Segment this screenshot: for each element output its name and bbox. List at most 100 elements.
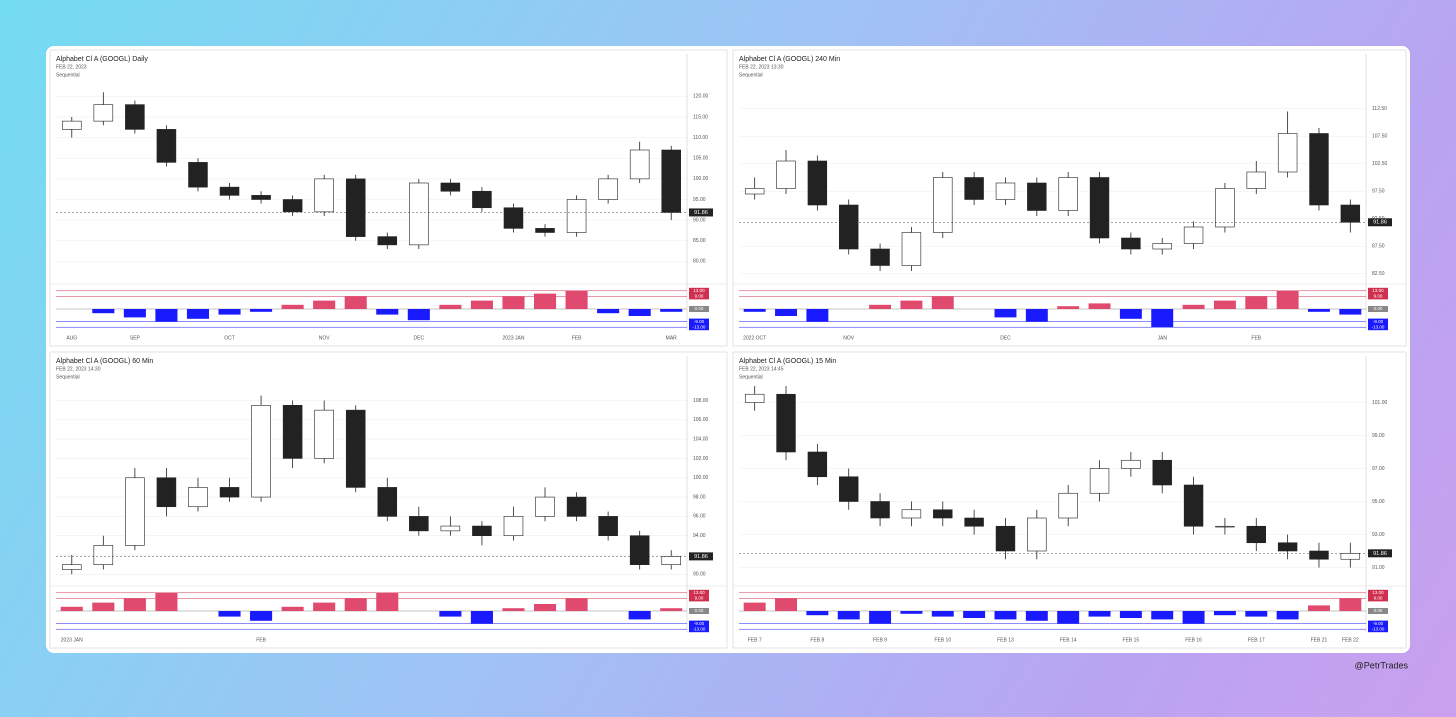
last-price-box (1368, 218, 1392, 227)
candle-body (440, 525, 461, 532)
chart-date: FEB 22, 2023 14:30 (56, 366, 101, 372)
indicator-tick-box (1368, 287, 1388, 294)
candle-body (566, 496, 587, 517)
candle-body (1152, 243, 1172, 250)
indicator-bar (1088, 303, 1111, 309)
candle-body (964, 517, 984, 527)
watermark: @PetrTrades (1355, 660, 1409, 670)
chart-date: FEB 22, 2023 (56, 64, 87, 70)
y-tick-label: 97.50 (1372, 189, 1385, 195)
x-tick-label: FEB (1251, 335, 1261, 341)
indicator-bar (407, 309, 430, 321)
indicator-bar (1119, 611, 1142, 618)
indicator-bar (900, 300, 923, 309)
candle-body (1183, 226, 1204, 244)
indicator-bar (186, 309, 210, 319)
indicator-bar (628, 309, 651, 316)
indicator-bar (1025, 611, 1048, 621)
indicator-bar (931, 611, 954, 617)
y-tick-label: 97.00 (1372, 466, 1385, 472)
indicator-bar (775, 598, 797, 611)
indicator-tick-box (689, 595, 709, 602)
indicator-bar (250, 611, 273, 621)
candle-body (409, 182, 429, 246)
indicator-bar (1213, 300, 1236, 309)
candle-body (377, 487, 398, 517)
candle-body (629, 149, 650, 180)
indicator-bar (1339, 309, 1362, 315)
indicator-tick-label: -9.00 (1373, 621, 1384, 626)
candle-body (598, 516, 618, 537)
indicator-bar (344, 598, 367, 611)
candle-body (251, 195, 271, 200)
indicator-bar (1276, 611, 1299, 620)
candle-body (776, 393, 796, 453)
candle-body (1277, 542, 1298, 552)
last-price-label: 91.86 (694, 554, 708, 560)
y-tick-label: 91.00 (1372, 565, 1385, 571)
x-tick-label: NOV (843, 335, 855, 341)
indicator-tick-box (689, 608, 709, 614)
indicator-tick-box (1368, 318, 1388, 325)
indicator-bar (1276, 290, 1299, 309)
indicator-bar (628, 611, 651, 620)
candle-body (870, 248, 890, 266)
y-tick-label: 108.00 (693, 398, 709, 404)
y-tick-label: 90.00 (693, 572, 706, 578)
indicator-tick-box (689, 318, 709, 325)
candle-body (776, 160, 796, 189)
y-tick-label: 106.00 (693, 417, 709, 423)
x-tick-label: AUG (66, 335, 77, 341)
x-tick-label: 2022 OCT (743, 335, 766, 341)
indicator-bar (313, 300, 336, 309)
indicator-bar (1025, 309, 1048, 322)
x-tick-label: FEB 9 (873, 637, 887, 643)
x-tick-label: FEB 22 (1342, 637, 1359, 643)
candle-body (156, 129, 177, 163)
indicator-bar (1182, 304, 1205, 309)
indicator-bar (376, 309, 399, 315)
y-tick-label: 107.50 (1372, 134, 1388, 140)
x-tick-label: FEB 10 (934, 637, 951, 643)
candle-body (62, 120, 82, 130)
candle-body (1277, 133, 1298, 173)
indicator-tick-label: 9.00 (1374, 596, 1383, 601)
candle-body (1121, 237, 1141, 250)
x-tick-label: DEC (414, 335, 425, 341)
indicator-bar (376, 592, 399, 611)
candle-body (93, 545, 114, 565)
y-tick-label: 94.00 (693, 533, 706, 539)
indicator-bar (1151, 611, 1174, 620)
candle-body (93, 104, 114, 122)
y-tick-label: 115.00 (693, 114, 708, 120)
indicator-tick-label: -13.00 (1372, 324, 1385, 329)
candle-body (839, 204, 859, 250)
indicator-tick-label: 13.00 (1372, 288, 1384, 293)
candle-body (314, 409, 334, 459)
indicator-bar (502, 608, 525, 611)
last-price-box (689, 208, 713, 217)
indicator-tick-box (1368, 589, 1388, 596)
indicator-bar (565, 598, 588, 611)
candle-body (1215, 188, 1235, 228)
candle-body (901, 509, 922, 519)
indicator-bar (123, 598, 146, 611)
candle-body (1058, 177, 1078, 211)
y-tick-label: 93.00 (1372, 532, 1385, 538)
indicator-tick-box (689, 324, 709, 331)
y-tick-label: 96.00 (693, 514, 706, 520)
indicator-bar (1057, 306, 1080, 309)
candle-body (377, 236, 398, 246)
indicator-tick-label: 9.00 (695, 596, 704, 601)
indicator-bar (931, 296, 954, 309)
indicator-tick-label: 0.00 (1374, 306, 1383, 311)
candle-body (1027, 517, 1047, 552)
indicator-tick-box (689, 589, 709, 596)
candle-body (995, 182, 1016, 200)
indicator-tick-box (1368, 306, 1388, 312)
x-tick-label: FEB 14 (1060, 637, 1077, 643)
indicator-tick-box (1368, 293, 1388, 300)
indicator-tick-box (1368, 620, 1388, 627)
indicator-bar (1339, 598, 1362, 611)
